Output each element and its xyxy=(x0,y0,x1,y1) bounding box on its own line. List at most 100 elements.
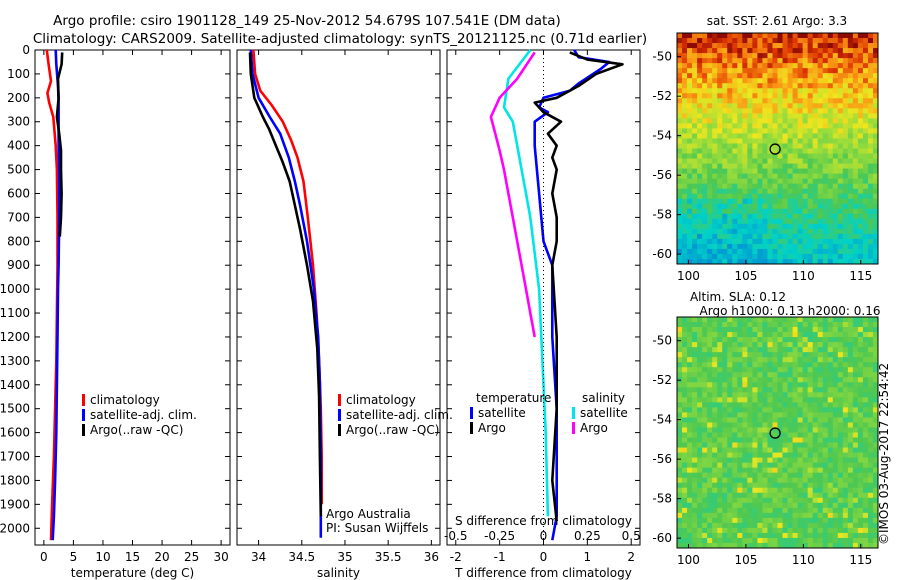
map-cell xyxy=(787,452,793,459)
map-cell xyxy=(752,48,758,54)
map-cell xyxy=(717,53,723,59)
map-cell xyxy=(852,362,859,368)
map-cell xyxy=(727,183,733,190)
map-cell xyxy=(727,228,733,235)
map-cell xyxy=(717,497,723,504)
map-cell xyxy=(757,447,763,453)
map-cell xyxy=(812,447,819,453)
map-cell xyxy=(762,188,768,195)
map-cell xyxy=(692,243,698,250)
map-cell xyxy=(797,93,804,99)
map-cell xyxy=(852,113,859,119)
map-cell xyxy=(732,33,738,39)
map-cell xyxy=(812,178,819,185)
map-cell xyxy=(687,178,693,185)
map-cell xyxy=(852,53,859,59)
map-cell xyxy=(767,332,773,338)
map-cell xyxy=(782,392,788,398)
map-cell xyxy=(842,148,849,154)
map-cell xyxy=(802,532,809,539)
map-cell xyxy=(742,33,748,39)
map-cell xyxy=(742,357,748,363)
map-cell xyxy=(817,387,824,393)
map-cell xyxy=(677,522,683,529)
map-cell xyxy=(727,213,733,220)
map-cell xyxy=(787,193,793,200)
map-cell xyxy=(717,128,723,134)
map-cell xyxy=(757,208,763,215)
map-cell xyxy=(827,427,834,433)
map-cell xyxy=(867,392,874,398)
map-cell xyxy=(807,407,814,413)
map-cell xyxy=(787,228,793,235)
map-cell xyxy=(692,372,698,378)
map-cell xyxy=(832,163,839,169)
map-cell xyxy=(837,248,844,255)
map-cell xyxy=(687,367,693,373)
map-cell xyxy=(852,347,859,353)
map-cell xyxy=(727,98,733,104)
map-cell xyxy=(857,442,864,448)
map-cell xyxy=(852,367,859,373)
x-tick-label: -2 xyxy=(450,550,462,564)
map-cell xyxy=(787,537,793,544)
map-cell xyxy=(707,123,713,129)
map-cell xyxy=(797,73,804,79)
map-cell xyxy=(847,452,854,459)
map-cell xyxy=(737,78,743,84)
map-cell xyxy=(837,367,844,373)
map-cell xyxy=(857,487,864,494)
map-cell xyxy=(802,502,809,509)
map-cell xyxy=(767,477,773,484)
map-cell xyxy=(787,532,793,539)
map-cell xyxy=(702,208,708,215)
map-cell xyxy=(732,407,738,413)
map-cell xyxy=(827,38,834,44)
x-tick-label: 35.5 xyxy=(375,550,402,564)
map-cell xyxy=(832,327,839,333)
map-cell xyxy=(777,218,783,225)
map-cell xyxy=(792,158,799,164)
map-cell xyxy=(857,113,864,119)
y-tick-label: 0 xyxy=(22,43,30,57)
map-cell xyxy=(762,397,768,403)
map-cell xyxy=(857,238,864,245)
map-cell xyxy=(717,522,723,529)
map-cell xyxy=(872,208,879,215)
map-cell xyxy=(697,367,703,373)
map-cell xyxy=(817,462,824,469)
map-cell xyxy=(727,193,733,200)
map-cell xyxy=(812,472,819,479)
map-cell xyxy=(852,542,859,549)
map-cell xyxy=(822,422,829,428)
map-cell xyxy=(797,138,804,144)
map-cell xyxy=(782,357,788,363)
map-cell xyxy=(757,233,763,240)
map-cell xyxy=(782,337,788,343)
map-cell xyxy=(802,123,809,129)
map-cell xyxy=(707,233,713,240)
map-cell xyxy=(717,93,723,99)
map-cell xyxy=(842,347,849,353)
map-cell xyxy=(762,243,768,250)
map-cell xyxy=(737,228,743,235)
map-cell xyxy=(847,322,854,328)
map-cell xyxy=(747,437,753,443)
map-cell xyxy=(792,492,799,499)
map-cell xyxy=(822,118,829,124)
map-cell xyxy=(867,482,874,489)
map-cell xyxy=(707,432,713,438)
map-cell xyxy=(802,213,809,220)
map-cell xyxy=(677,108,683,114)
map-cell xyxy=(872,417,879,423)
map-cell xyxy=(747,372,753,378)
map-cell xyxy=(717,472,723,479)
map-cell xyxy=(752,382,758,388)
map-cell xyxy=(757,387,763,393)
map-cell xyxy=(862,377,869,383)
map-cell xyxy=(677,168,683,175)
map-cell xyxy=(727,462,733,469)
map-cell xyxy=(757,193,763,200)
map-cell xyxy=(732,342,738,348)
map-cell xyxy=(697,517,703,524)
